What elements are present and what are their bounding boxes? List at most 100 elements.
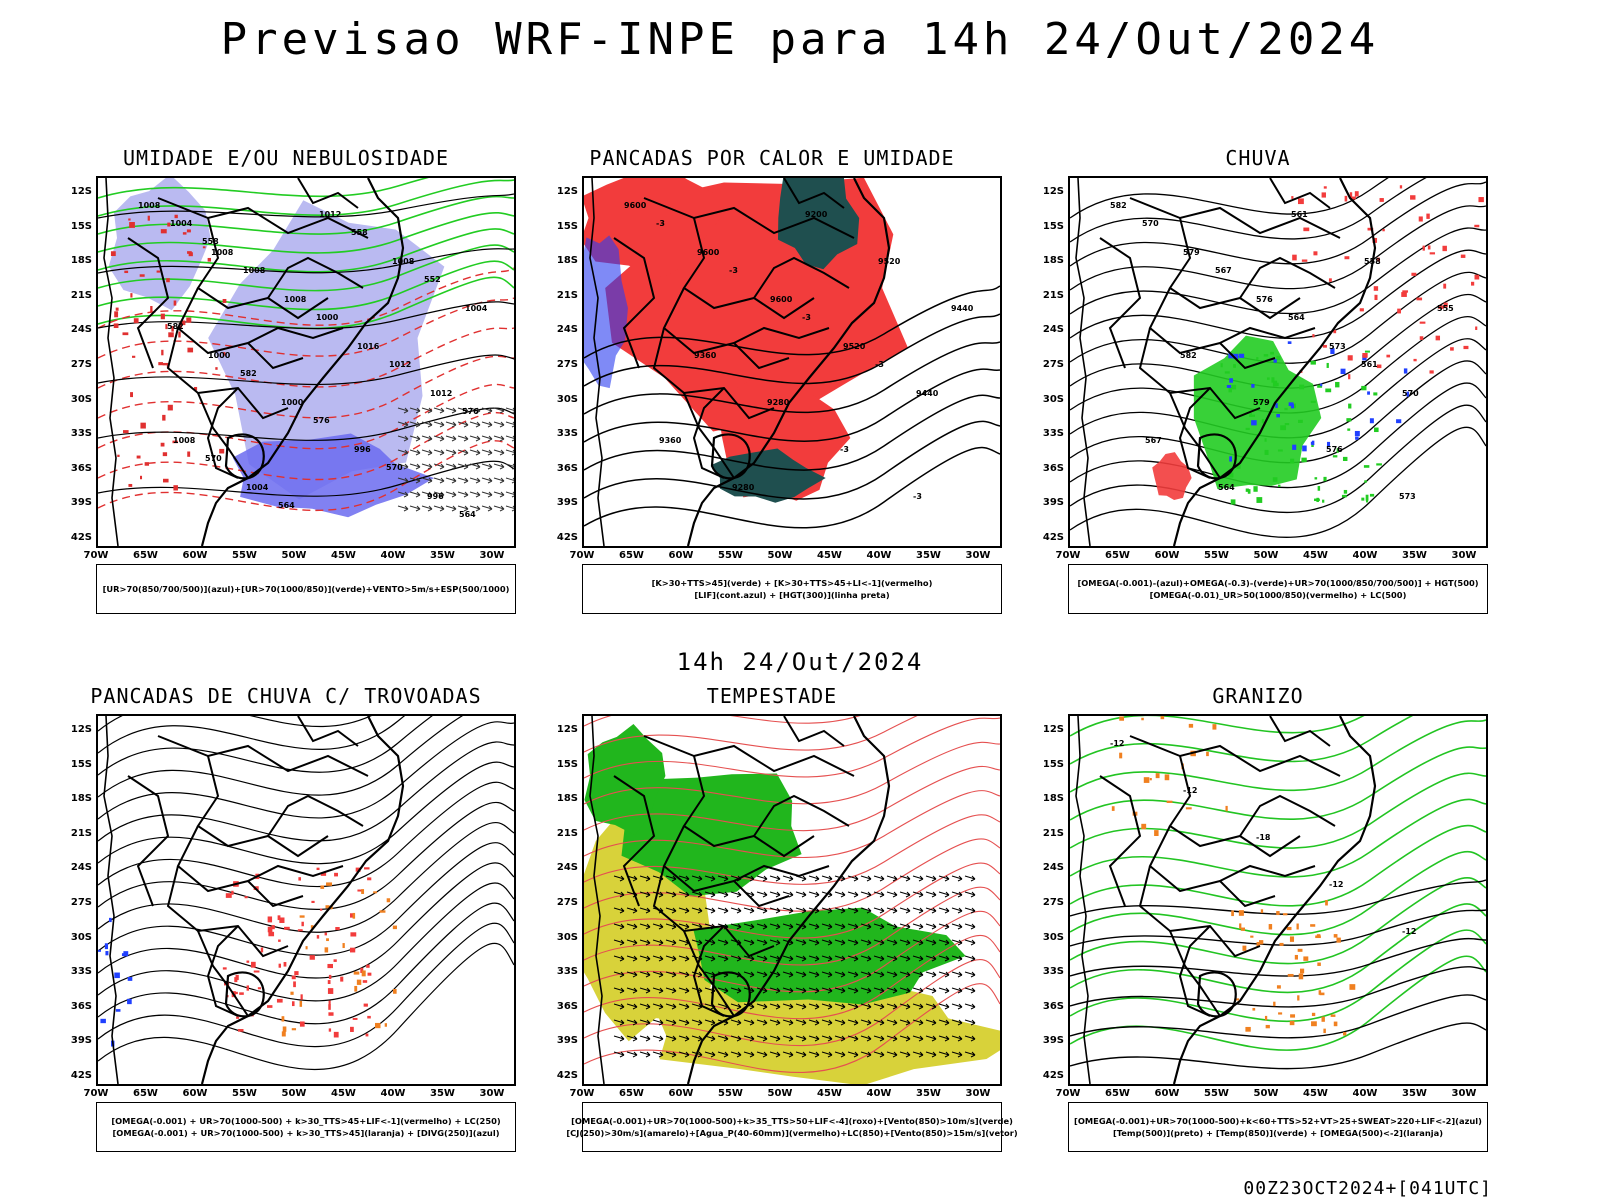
wind850-vector	[769, 907, 781, 914]
omega500-orange-speckle	[1149, 778, 1152, 781]
rain-blue-speckle	[1226, 384, 1232, 388]
rain-blue-speckle	[1369, 418, 1374, 424]
wind850-vector	[756, 1035, 768, 1042]
latitude-tick-label: 30S	[1042, 393, 1064, 405]
rain-red-speckle	[1411, 272, 1417, 276]
rain-red-speckle	[1367, 227, 1374, 231]
thunderstorm-orange-speckle	[375, 1022, 381, 1029]
omega500-orange-speckle	[1276, 911, 1280, 916]
wind850-vector	[873, 971, 885, 978]
omega500-orange-speckle	[1303, 956, 1309, 961]
omega500-orange-speckle	[1287, 973, 1294, 977]
thunderstorm-red-speckle	[278, 963, 281, 968]
divergence-blue-speckle	[115, 1009, 121, 1012]
wind850-vector	[808, 1051, 820, 1058]
humidity-speckle	[186, 317, 192, 323]
contour-value-label: 1012	[389, 360, 411, 369]
wind850-vector	[743, 907, 755, 914]
rain-green-speckle	[1341, 494, 1347, 498]
wind850-vector	[847, 875, 859, 882]
humidity-speckle	[215, 367, 218, 370]
contour-value-label: 1012	[430, 389, 452, 398]
rain-blue-speckle	[1288, 402, 1294, 407]
rain-blue-speckle	[1302, 445, 1307, 452]
wind850-vector	[860, 1003, 872, 1010]
thunderstorm-red-speckle	[311, 900, 315, 904]
omega500-orange-speckle	[1264, 1015, 1268, 1021]
wind850-vector	[899, 1035, 911, 1042]
rain-green-speckle	[1271, 377, 1275, 383]
wind850-vector	[808, 939, 820, 946]
contour-value-label: 9200	[805, 210, 828, 219]
rain-green-speckle	[1273, 380, 1278, 387]
omega500-orange-speckle	[1242, 945, 1247, 951]
wind850-vector	[860, 939, 872, 946]
humidity-speckle	[162, 414, 166, 421]
omega500-orange-speckle	[1289, 936, 1295, 942]
wind850-vector	[847, 923, 859, 930]
wind850-vector	[782, 891, 794, 898]
latitude-tick-label: 18S	[70, 255, 92, 267]
wind850-vector	[821, 987, 833, 994]
contour-value-label: 1008	[138, 201, 161, 210]
thunderstorm-orange-speckle	[310, 925, 314, 929]
state-border-line	[1239, 794, 1336, 837]
contour-value-label: 1004	[465, 304, 488, 313]
omega500-orange-speckle	[1212, 724, 1217, 730]
thunderstorm-red-speckle	[327, 980, 331, 984]
panel-legend: [OMEGA(-0.001)+UR>70(1000-500)+k<60+TTS>…	[1068, 1102, 1488, 1152]
panel-umidade: UMIDADE E/OU NEBULOSIDADE 12S 15S 18S 21S 24S…	[46, 146, 526, 646]
rain-blue-speckle	[1276, 413, 1280, 418]
streamline-250	[98, 842, 514, 956]
wind-vector	[409, 449, 421, 456]
thunderstorm-red-speckle	[276, 998, 283, 1003]
omega500-orange-speckle	[1318, 990, 1322, 995]
map-frame: 1008 1008 1008 1016 1012 1008 1004 1012 1008 1004…	[96, 176, 516, 548]
thunderstorm-red-speckle	[340, 976, 344, 982]
wind850-vector	[821, 1019, 833, 1026]
omega-green-region	[1193, 335, 1322, 490]
wind-vector	[481, 421, 493, 428]
longitude-tick-label: 70W	[83, 1088, 109, 1099]
rain-green-speckle	[1298, 419, 1303, 423]
coastline	[1172, 716, 1377, 1084]
contour-value-label: 9600	[697, 248, 720, 257]
wind850-vector	[782, 1051, 794, 1058]
wind-vector	[445, 407, 457, 414]
panel-legend: [OMEGA(-0.001)-(azul)+OMEGA(-0.3)-(verde…	[1068, 564, 1488, 614]
latitude-tick-label: 15S	[1042, 220, 1064, 232]
state-border-line	[206, 925, 239, 1017]
contour-value-label: 9440	[951, 304, 974, 313]
thunderstorm-red-speckle	[335, 927, 340, 931]
thunderstorm-red-speckle	[327, 988, 334, 994]
longitude-tick-label: 30W	[1451, 1088, 1477, 1099]
wind850-vector	[639, 971, 651, 978]
wind850-vector	[613, 875, 625, 882]
wind850-vector	[899, 891, 911, 898]
wind-vector	[505, 491, 514, 498]
contour-value-label: -3	[656, 219, 665, 228]
longitude-tick-label: 45W	[331, 550, 356, 561]
rain-red-speckle	[1386, 354, 1391, 358]
humidity-green-contour	[98, 228, 514, 273]
wind850-vector	[938, 971, 950, 978]
temp500-contour	[1070, 879, 1486, 917]
wind-vector	[397, 505, 409, 512]
latitude-tick-label: 12S	[70, 724, 92, 735]
hgt500-contour	[1070, 316, 1486, 414]
rain-red-speckle	[1349, 192, 1353, 197]
rain-red-speckle	[1419, 336, 1424, 340]
wind850-vector	[964, 875, 976, 882]
wind850-vector	[743, 923, 755, 930]
omega500-orange-speckle	[1155, 773, 1160, 779]
latitude-tick-label: 21S	[556, 289, 578, 301]
wind850-vector	[899, 1051, 911, 1058]
latitude-tick-label: 24S	[70, 324, 92, 336]
rain-green-speckle	[1347, 428, 1351, 431]
lifted-index-contour-area	[584, 235, 628, 389]
contour-value-label: 582	[167, 322, 184, 331]
latitude-tick-label: 15S	[556, 758, 578, 770]
wind850-vector	[704, 891, 716, 898]
wind850-vector	[743, 955, 755, 962]
wind850-vector	[613, 1019, 625, 1026]
